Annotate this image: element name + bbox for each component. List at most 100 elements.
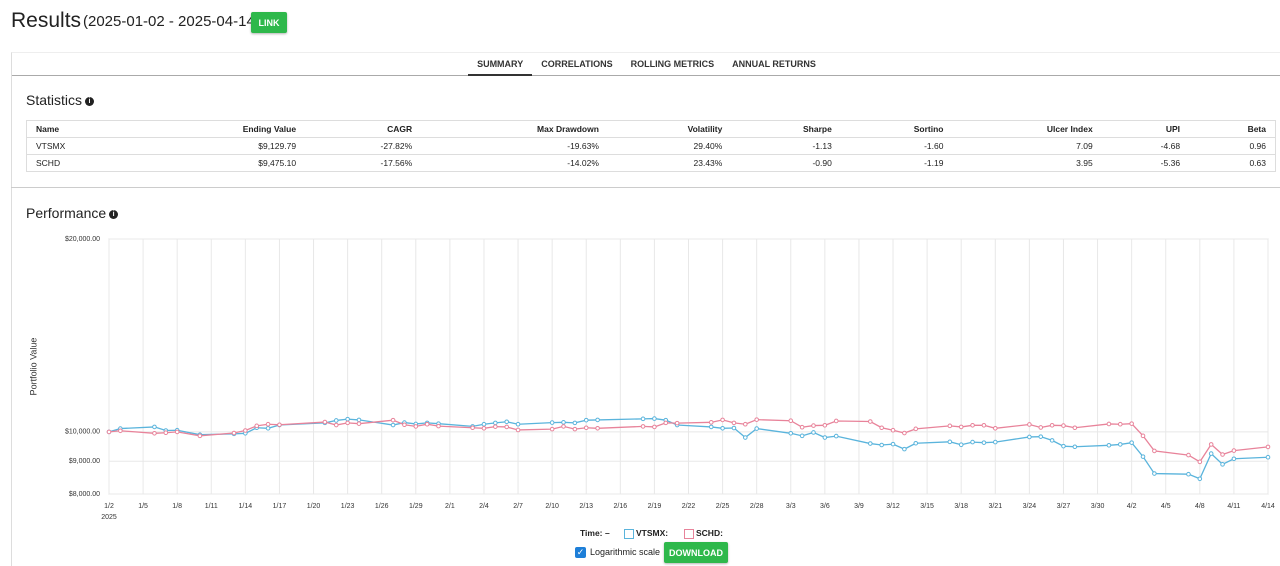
data-point bbox=[811, 430, 816, 435]
x-tick-label: 3/6 bbox=[820, 503, 830, 510]
data-point bbox=[890, 441, 896, 447]
data-point bbox=[1231, 456, 1237, 462]
column-header: Beta bbox=[1247, 124, 1266, 134]
data-point bbox=[493, 424, 498, 429]
data-point bbox=[572, 426, 578, 432]
data-point bbox=[799, 424, 805, 430]
data-point bbox=[879, 442, 884, 448]
data-point bbox=[811, 423, 816, 428]
data-point bbox=[333, 422, 339, 428]
data-point bbox=[1197, 459, 1203, 465]
data-point bbox=[345, 416, 350, 422]
data-point bbox=[345, 420, 350, 426]
data-point bbox=[970, 422, 975, 428]
data-point bbox=[1265, 454, 1271, 460]
data-point bbox=[481, 421, 487, 427]
data-point bbox=[731, 420, 737, 426]
legend-swatch bbox=[624, 529, 634, 539]
data-point bbox=[799, 433, 805, 439]
data-point bbox=[515, 421, 521, 427]
download-button[interactable]: DOWNLOAD bbox=[664, 542, 728, 563]
x-tick-label: 1/8 bbox=[172, 503, 182, 510]
x-sublabel: 2025 bbox=[101, 514, 117, 521]
x-tick-label: 4/8 bbox=[1195, 503, 1205, 510]
data-point bbox=[981, 440, 987, 445]
table-cell: 7.09 bbox=[952, 137, 1102, 155]
table-cell: -17.56% bbox=[305, 154, 422, 172]
data-point bbox=[572, 420, 578, 426]
x-tick-label: 3/24 bbox=[1023, 503, 1037, 510]
data-point bbox=[674, 420, 680, 426]
table-cell: -1.60 bbox=[840, 137, 953, 155]
data-point bbox=[947, 423, 953, 429]
data-point bbox=[549, 426, 555, 432]
x-tick-label: 1/14 bbox=[239, 503, 253, 510]
link-button[interactable]: LINK bbox=[251, 12, 287, 33]
data-point bbox=[1027, 422, 1032, 427]
column-header: UPI bbox=[1165, 124, 1181, 134]
column-header: CAGR bbox=[387, 124, 413, 134]
performance-title: Performance bbox=[26, 205, 107, 221]
table-header-row: Name Ending Value CAGR Max Drawdown Volatili… bbox=[27, 121, 1276, 138]
table-cell: -0.90 bbox=[731, 154, 841, 172]
x-tick-label: 4/14 bbox=[1261, 503, 1275, 510]
data-point bbox=[743, 435, 748, 440]
log-checkbox-label[interactable]: Logarithmic scale bbox=[590, 547, 661, 557]
x-tick-label: 3/27 bbox=[1057, 503, 1071, 510]
data-point bbox=[549, 420, 555, 425]
data-point bbox=[1072, 444, 1078, 450]
tab[interactable]: ANNUAL RETURNS bbox=[732, 59, 816, 69]
data-point bbox=[333, 418, 339, 423]
x-tick-label: 2/13 bbox=[579, 503, 593, 510]
data-point bbox=[413, 424, 419, 429]
column-header: Volatility bbox=[687, 124, 723, 134]
log-checkbox[interactable]: ✓ bbox=[575, 547, 586, 558]
table-cell: 23.43% bbox=[607, 154, 732, 172]
data-point bbox=[788, 418, 794, 424]
data-point bbox=[1208, 451, 1214, 456]
data-point bbox=[595, 426, 600, 431]
x-tick-label: 2/4 bbox=[479, 503, 489, 510]
tab[interactable]: CORRELATIONS bbox=[541, 59, 613, 69]
data-point bbox=[1061, 443, 1066, 449]
info-icon[interactable]: i bbox=[109, 210, 119, 219]
data-point bbox=[197, 433, 203, 439]
data-point bbox=[970, 439, 975, 445]
series-line bbox=[108, 418, 1269, 463]
x-tick-label: 2/19 bbox=[648, 503, 662, 510]
data-point bbox=[1152, 448, 1157, 454]
info-icon[interactable]: i bbox=[85, 97, 95, 106]
performance-heading: Performance i bbox=[26, 205, 119, 221]
data-point bbox=[243, 428, 248, 433]
data-point bbox=[322, 419, 328, 425]
data-point bbox=[720, 426, 725, 431]
data-point bbox=[504, 419, 509, 425]
table-row: SCHD $9,475.10 -17.56% -14.02% 23.43% -0.90 -1… bbox=[26, 154, 1276, 172]
x-tick-label: 2/22 bbox=[682, 503, 696, 510]
legend-item: VTSMX: bbox=[636, 528, 669, 538]
x-tick-label: 3/15 bbox=[920, 503, 934, 510]
x-tick-label: 1/11 bbox=[205, 503, 218, 510]
data-point bbox=[822, 435, 828, 440]
tab[interactable]: ROLLING METRICS bbox=[630, 59, 715, 69]
data-point bbox=[913, 426, 919, 432]
x-tick-label: 3/3 bbox=[786, 503, 796, 510]
data-point bbox=[708, 424, 714, 430]
data-point bbox=[833, 418, 839, 424]
data-point bbox=[265, 426, 271, 431]
data-point bbox=[436, 423, 441, 429]
table-cell: 3.95 bbox=[952, 154, 1102, 172]
results-panel: SUMMARY CORRELATIONS ROLLING METRICS ANNUAL… bbox=[11, 52, 1280, 566]
data-point bbox=[163, 430, 169, 436]
data-point bbox=[902, 446, 907, 452]
y-tick-label: $20,000.00 bbox=[65, 236, 100, 243]
data-point bbox=[708, 420, 714, 425]
table-cell: 29.40% bbox=[607, 137, 732, 155]
x-tick-label: 3/21 bbox=[988, 503, 1002, 510]
table-cell: $9,129.79 bbox=[138, 137, 306, 155]
tab[interactable]: SUMMARY bbox=[468, 53, 533, 76]
data-point bbox=[1140, 454, 1146, 459]
data-point bbox=[958, 442, 964, 448]
tab-bar: SUMMARY CORRELATIONS ROLLING METRICS ANNUAL… bbox=[12, 53, 1280, 76]
